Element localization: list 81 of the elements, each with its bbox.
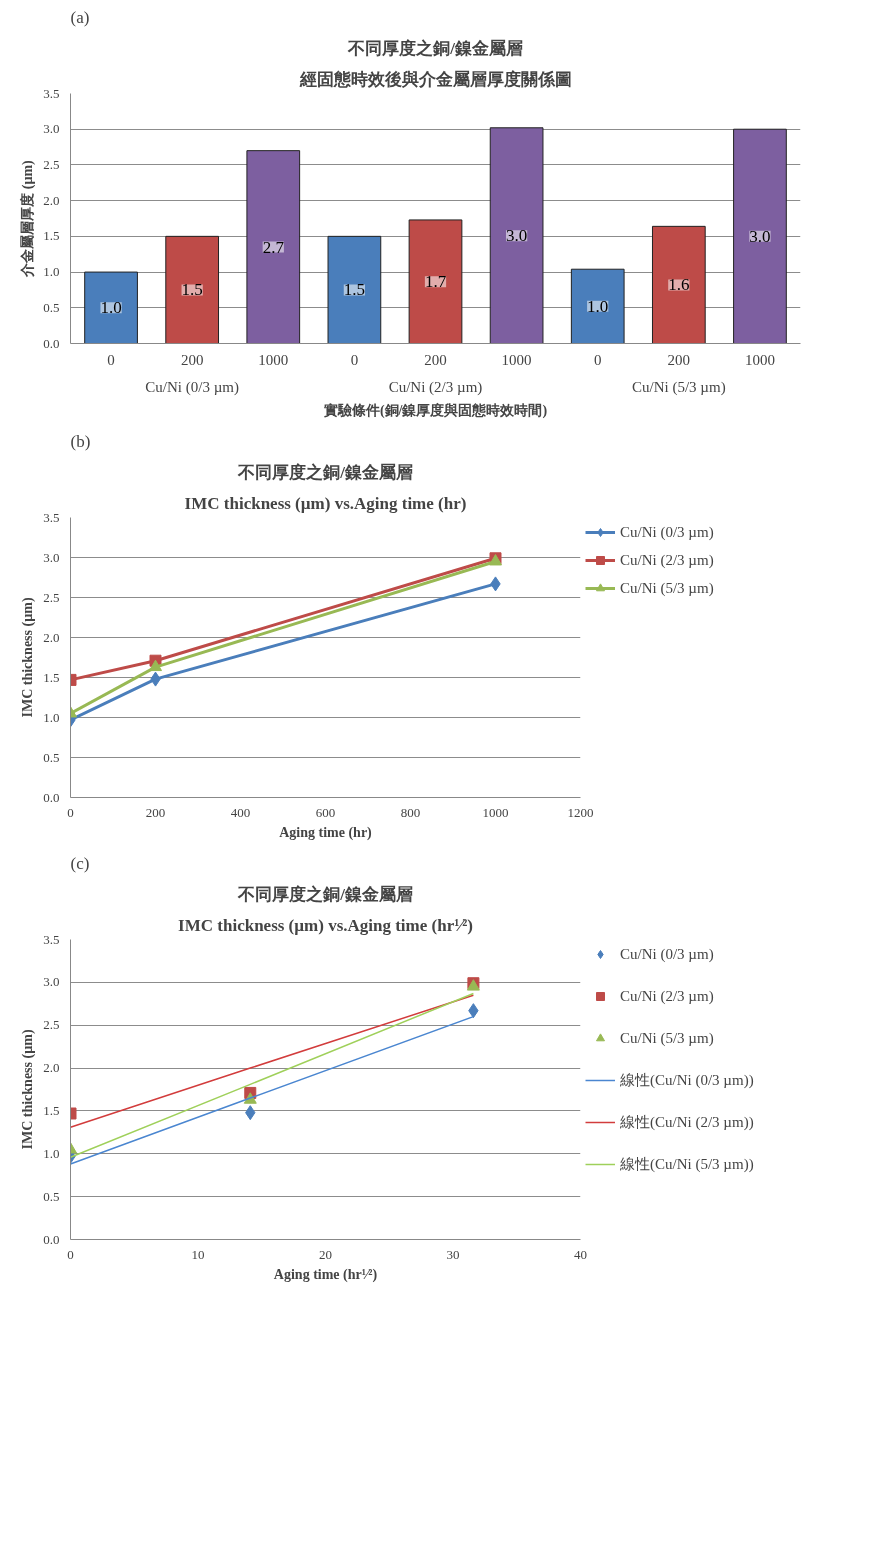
- x-tick-label: 10: [191, 1246, 205, 1262]
- y-tick-label: 0.5: [43, 1188, 60, 1204]
- x-tick-label: 800: [400, 804, 421, 820]
- y-axis-title: 介金屬層厚度 (µm): [19, 159, 37, 278]
- y-tick-label: 1.0: [43, 709, 60, 725]
- legend-label: Cu/Ni (5/3 µm): [620, 1029, 714, 1047]
- chart-title: 不同厚度之銅/鎳金屬層: [347, 38, 523, 58]
- x-tick-label: 200: [667, 351, 691, 368]
- x-tick-label: 30: [446, 1246, 460, 1262]
- x-tick-label: 0: [593, 351, 602, 368]
- y-tick-label: 0.0: [43, 335, 60, 351]
- data-label: 1.5: [343, 280, 366, 300]
- y-tick-label: 0.0: [43, 1231, 60, 1247]
- x-tick-label: 1200: [567, 804, 594, 820]
- y-tick-label: 2.5: [43, 156, 60, 172]
- y-tick-label: 0.0: [43, 789, 60, 805]
- x-tick-label: 600: [315, 804, 336, 820]
- data-label: 1.0: [100, 298, 122, 318]
- y-tick-label: 0.5: [43, 299, 60, 315]
- x-tick-label: 0: [67, 1246, 74, 1262]
- y-tick-label: 1.5: [43, 669, 60, 685]
- legend-label: 線性(Cu/Ni (5/3 µm)): [620, 1154, 754, 1174]
- text: Cu/Ni (0/3 µm): [145, 378, 239, 396]
- text: (c): [70, 853, 90, 873]
- text: Cu/Ni (2/3 µm): [388, 378, 483, 396]
- x-tick-label: 1000: [258, 351, 289, 368]
- x-tick-label: 40: [574, 1246, 587, 1262]
- x-tick-label: 0: [350, 351, 359, 368]
- x-tick-label: 400: [230, 804, 251, 820]
- chart-title: 不同厚度之銅/鎳金屬層: [237, 884, 413, 904]
- legend-label: 線性(Cu/Ni (0/3 µm)): [620, 1070, 754, 1090]
- x-tick-label: 0: [107, 351, 115, 368]
- data-label: 1.6: [668, 275, 690, 295]
- y-tick-label: 3.5: [43, 509, 60, 525]
- x-tick-label: 0: [67, 804, 74, 820]
- x-tick-label: 20: [319, 1246, 332, 1262]
- text: Cu/Ni (5/3 µm): [632, 378, 726, 396]
- y-tick-label: 1.5: [43, 228, 60, 244]
- x-axis-title: Aging time (hr): [279, 824, 373, 841]
- legend-label: 線性(Cu/Ni (2/3 µm)): [620, 1112, 754, 1132]
- y-tick-label: 3.0: [43, 974, 60, 990]
- y-tick-label: 3.5: [43, 931, 60, 947]
- y-tick-label: 3.0: [43, 549, 60, 565]
- y-tick-label: 2.0: [43, 1060, 60, 1076]
- x-tick-label: 1000: [482, 804, 509, 820]
- x-tick-label: 200: [180, 351, 204, 368]
- legend-label: Cu/Ni (2/3 µm): [620, 551, 714, 569]
- data-label: 1.7: [424, 272, 447, 292]
- legend-label: Cu/Ni (5/3 µm): [620, 579, 714, 597]
- x-tick-label: 1000: [501, 351, 532, 368]
- y-tick-label: 2.5: [43, 1017, 60, 1033]
- data-label: 1.0: [587, 296, 609, 316]
- legend-label: Cu/Ni (0/3 µm): [620, 523, 714, 541]
- y-tick-label: 3.0: [43, 121, 60, 137]
- legend-label: Cu/Ni (0/3 µm): [620, 945, 714, 963]
- chart-subtitle: IMC thickness (µm) vs.Aging time (hr¹⁄²): [178, 915, 473, 935]
- data-label: 3.0: [749, 226, 771, 246]
- text: (a): [70, 7, 90, 27]
- x-axis-title: Aging time (hr¹⁄²): [273, 1266, 378, 1283]
- y-tick-label: 2.5: [43, 589, 60, 605]
- y-axis-title: IMC thickness (µm): [20, 1029, 37, 1150]
- y-tick-label: 1.0: [43, 264, 60, 280]
- y-axis-title: IMC thickness (µm): [20, 597, 37, 718]
- chart-subtitle: IMC thickness (µm) vs.Aging time (hr): [184, 493, 467, 513]
- x-tick-label: 200: [424, 351, 447, 368]
- y-tick-label: 1.5: [43, 1102, 60, 1118]
- data-label: 1.5: [181, 280, 203, 300]
- y-tick-label: 0.5: [43, 749, 60, 765]
- y-tick-label: 3.5: [43, 85, 60, 101]
- text: (b): [70, 431, 91, 451]
- x-axis-title: 實驗條件(銅/鎳厚度與固態時效時間): [323, 401, 548, 419]
- x-tick-label: 200: [145, 804, 166, 820]
- y-tick-label: 2.0: [43, 192, 60, 208]
- chart-subtitle: 經固態時效後與介金屬層厚度關係圖: [298, 69, 572, 89]
- y-tick-label: 1.0: [43, 1145, 60, 1161]
- y-tick-label: 2.0: [43, 629, 60, 645]
- chart-title: 不同厚度之銅/鎳金屬層: [237, 462, 413, 482]
- x-tick-label: 1000: [744, 351, 775, 368]
- legend-label: Cu/Ni (2/3 µm): [620, 987, 714, 1005]
- data-label: 2.7: [262, 237, 285, 257]
- data-label: 3.0: [505, 226, 528, 246]
